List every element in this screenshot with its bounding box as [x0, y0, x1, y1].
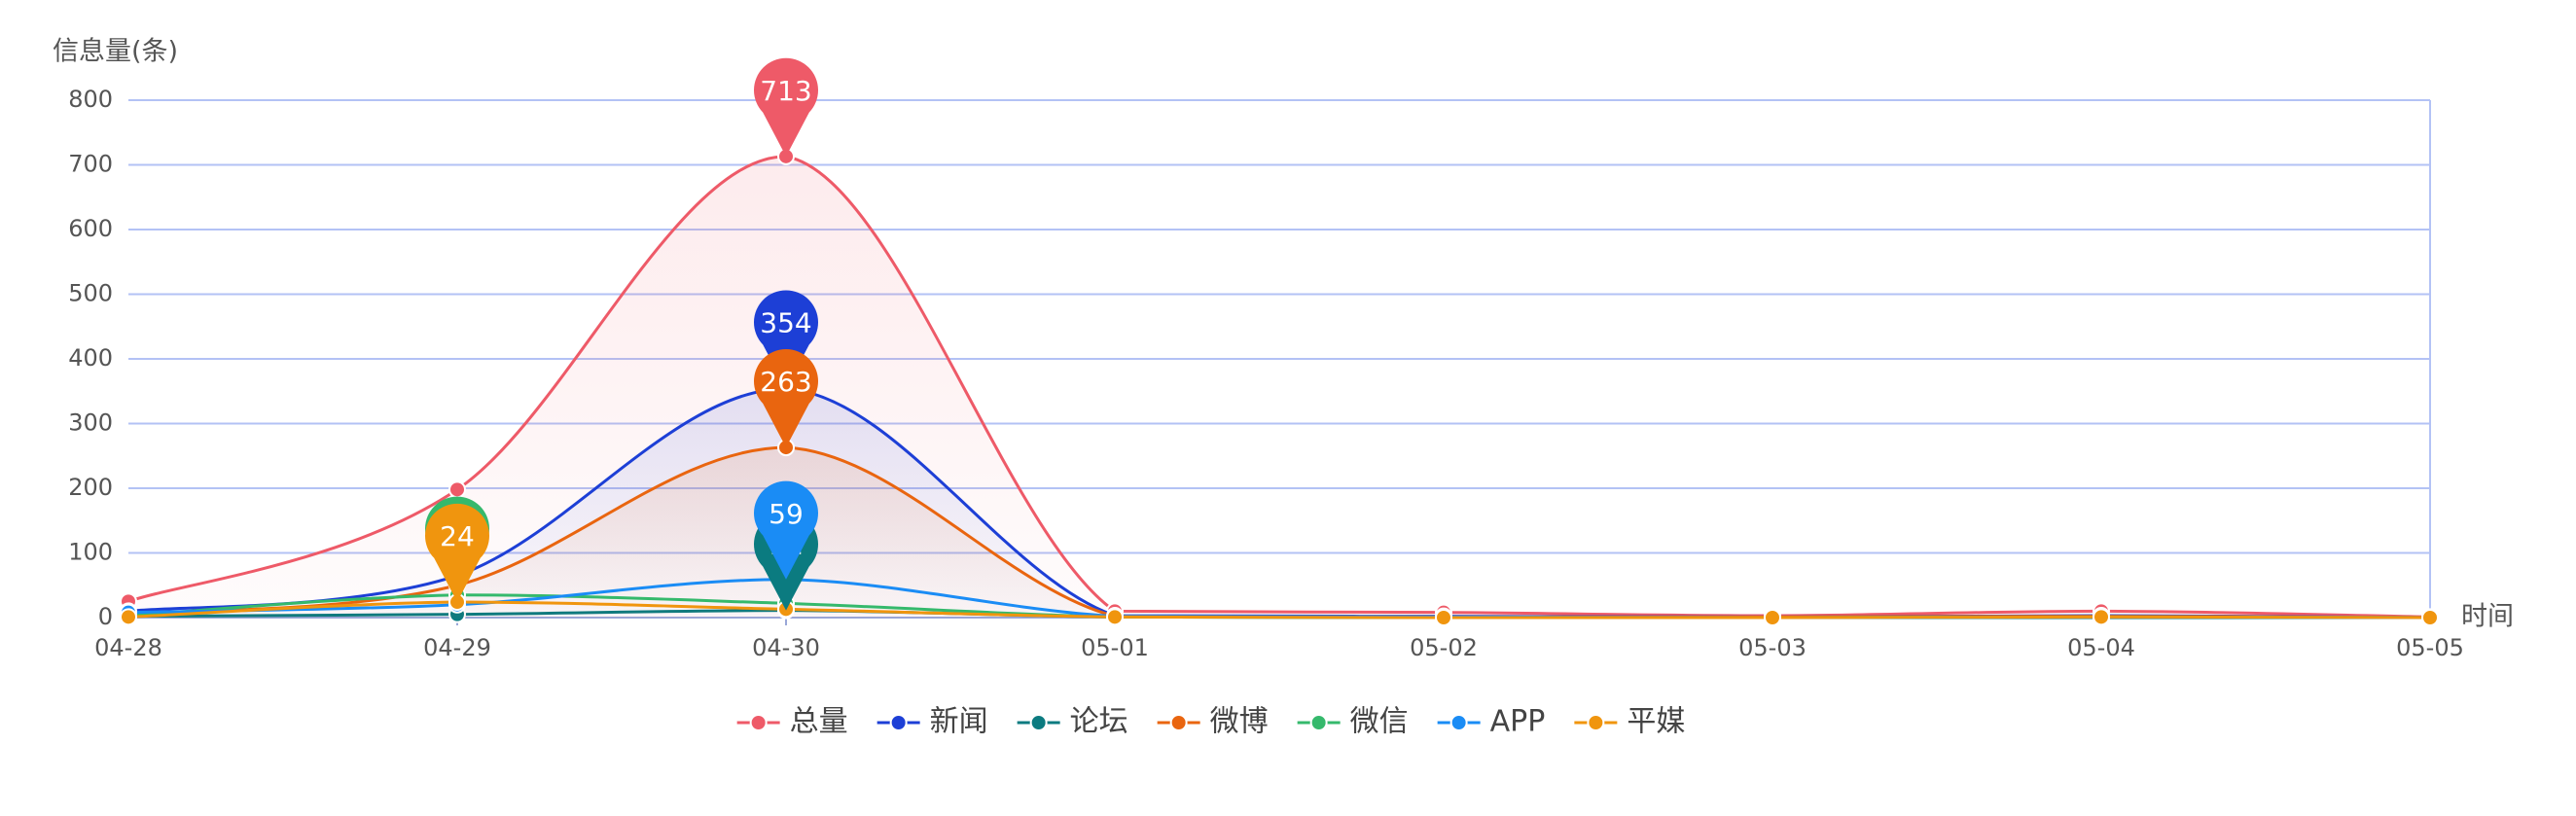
point: [2421, 609, 2439, 626]
pin-shape: [753, 57, 818, 157]
y-tick-label: 200: [68, 474, 113, 501]
legend-symbol: [1169, 714, 1188, 731]
legend-label: 平媒: [1627, 705, 1685, 739]
y-tick-label: 100: [68, 539, 113, 566]
y-tick-label: 600: [68, 215, 113, 242]
legend-item[interactable]: 论坛: [1017, 705, 1128, 739]
x-tick-label: 04-30: [752, 634, 820, 661]
legend-item[interactable]: 新闻: [877, 705, 988, 739]
pin-shape: [425, 503, 489, 603]
legend-item[interactable]: 平媒: [1574, 705, 1685, 739]
y-axis-label: 信息量(条): [53, 37, 178, 67]
y-tick-label: 800: [68, 86, 113, 113]
pin-label: 713: [760, 75, 811, 107]
x-tick-label: 05-05: [2396, 634, 2464, 661]
legend-label: 新闻: [930, 705, 988, 739]
x-tick-label: 04-28: [94, 634, 162, 661]
y-tick-label: 500: [68, 280, 113, 307]
legend-label: 微信: [1350, 705, 1409, 739]
pin-shape: [753, 348, 818, 448]
legend-label: 论坛: [1070, 705, 1128, 739]
legend-item[interactable]: 总量: [736, 705, 848, 739]
line: [127, 600, 2431, 620]
y-tick-label: 700: [68, 151, 113, 178]
pin-label: 59: [769, 498, 804, 530]
pin-label: 24: [440, 520, 475, 552]
legend-item[interactable]: APP: [1437, 705, 1546, 739]
x-tick-label: 05-03: [1738, 634, 1807, 661]
pin-label: 354: [760, 307, 811, 339]
line: [127, 155, 2431, 619]
area: [128, 447, 2430, 618]
y-tick-label: 0: [98, 603, 113, 630]
x-tick-label: 05-01: [1081, 634, 1149, 661]
point: [1435, 609, 1452, 626]
pin-label: 263: [760, 366, 811, 398]
max-pin: 59: [753, 480, 818, 580]
legend-symbol: [1309, 714, 1328, 731]
max-pin: 263: [753, 348, 818, 448]
point: [1764, 609, 1781, 626]
y-tick-label: 400: [68, 344, 113, 372]
legend-symbol: [1587, 714, 1605, 731]
series-layer: [120, 147, 2439, 626]
pin-shape: [753, 480, 818, 580]
max-pin: 354: [753, 290, 818, 389]
point: [120, 608, 137, 626]
legend-label: APP: [1490, 705, 1546, 739]
x-tick-label: 05-04: [2067, 634, 2135, 661]
legend-symbol: [749, 714, 768, 731]
legend: 总量 新闻 论坛 微博 微信 APP 平媒: [736, 705, 1685, 739]
legend-symbol: [889, 714, 908, 731]
legend-item[interactable]: 微博: [1157, 705, 1269, 739]
legend-label: 总量: [790, 705, 848, 739]
x-tick-label: 04-29: [423, 634, 491, 661]
legend-symbol: [1449, 714, 1468, 731]
x-axis-label: 时间: [2461, 602, 2514, 632]
max-pin: 713: [753, 57, 818, 157]
x-tick-label: 05-02: [1410, 634, 1478, 661]
y-tick-label: 300: [68, 409, 113, 437]
legend-symbol: [1029, 714, 1048, 731]
max-pin: 24: [425, 503, 489, 603]
point: [2093, 608, 2110, 626]
point: [448, 480, 466, 499]
legend-label: 微博: [1210, 705, 1269, 739]
pin-layer: 71335411263355924: [425, 57, 818, 611]
point: [1106, 608, 1124, 626]
pin-shape: [753, 290, 818, 389]
legend-item[interactable]: 微信: [1297, 705, 1409, 739]
